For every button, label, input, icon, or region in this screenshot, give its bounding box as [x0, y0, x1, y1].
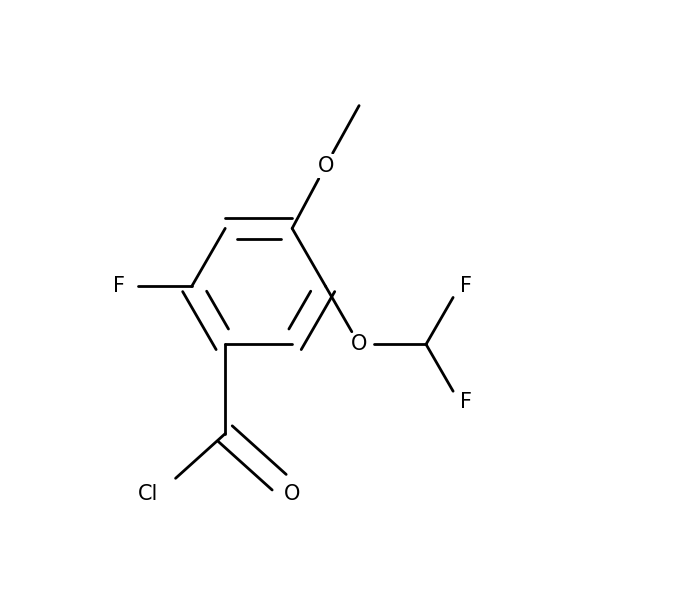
Text: O: O [284, 484, 300, 504]
Text: F: F [459, 277, 471, 296]
Text: F: F [113, 277, 125, 296]
Text: Cl: Cl [138, 484, 158, 504]
Text: F: F [459, 392, 471, 412]
Text: O: O [351, 334, 367, 355]
Text: O: O [318, 156, 334, 176]
